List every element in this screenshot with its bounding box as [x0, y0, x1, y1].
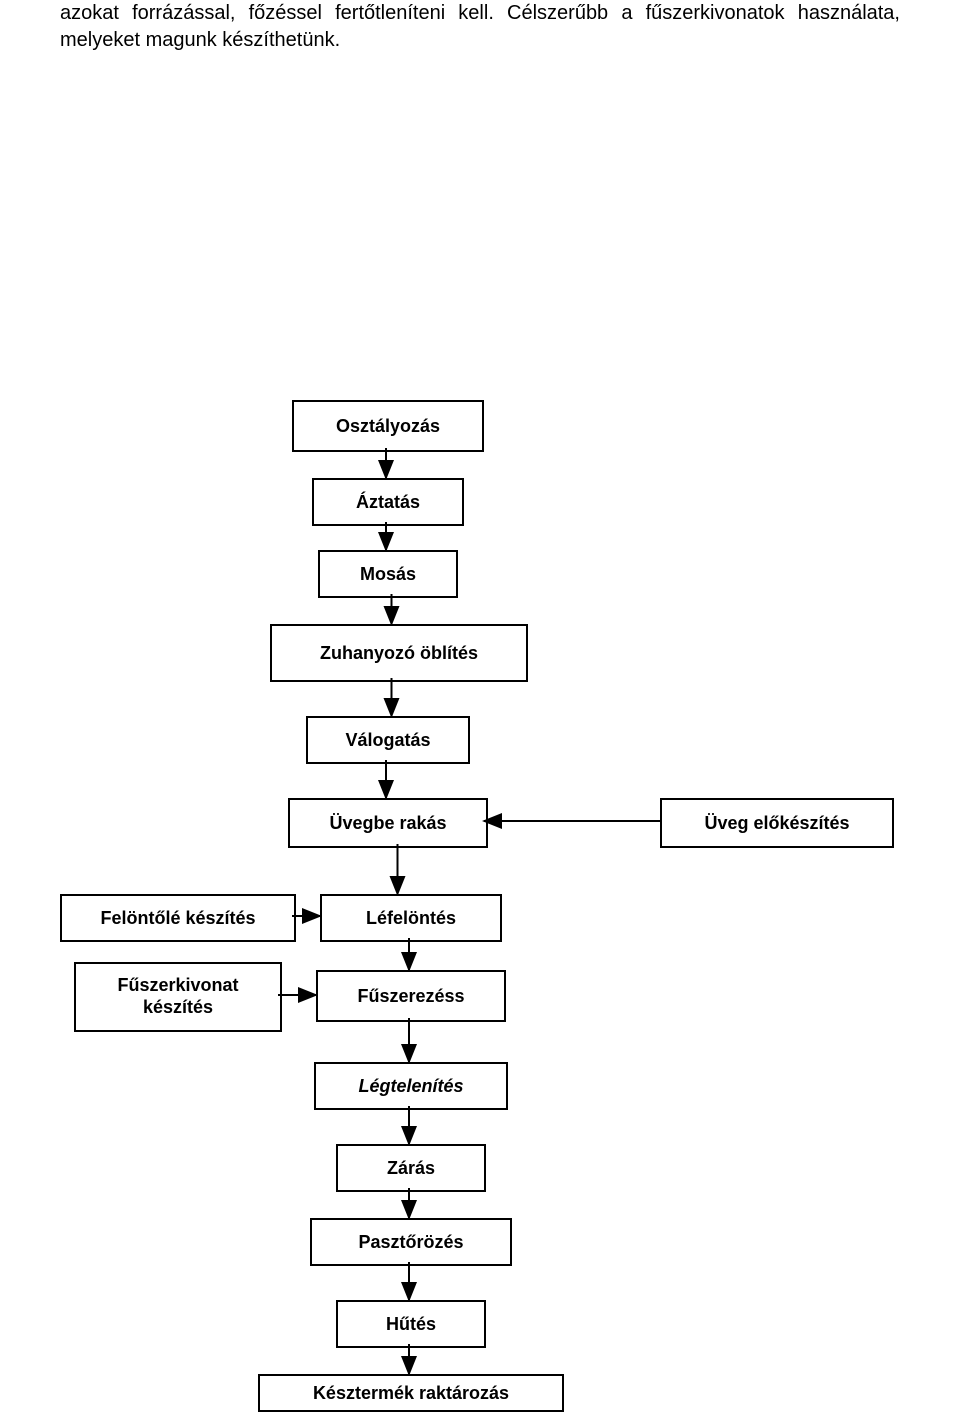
node-label: Léfelöntés: [366, 908, 456, 929]
node-kesztermek: Késztermék raktározás: [258, 1374, 564, 1412]
node-label: Zárás: [387, 1158, 435, 1179]
page: azokat forrázással, főzéssel fertőtlenít…: [0, 0, 960, 1410]
node-uvegbe: Üvegbe rakás: [288, 798, 488, 848]
node-zaras: Zárás: [336, 1144, 486, 1192]
node-osztalyozas: Osztályozás: [292, 400, 484, 452]
node-label: Pasztőrözés: [358, 1232, 463, 1253]
node-mosas: Mosás: [318, 550, 458, 598]
node-zuhany: Zuhanyozó öblítés: [270, 624, 528, 682]
node-label: Áztatás: [356, 492, 420, 513]
node-label: Üvegbe rakás: [329, 813, 446, 834]
node-label: Válogatás: [345, 730, 430, 751]
flowchart-connectors: [0, 0, 960, 1410]
node-hutes: Hűtés: [336, 1300, 486, 1348]
node-label: Felöntőlé készítés: [100, 908, 255, 929]
intro-text: azokat forrázással, főzéssel fertőtlenít…: [60, 0, 900, 54]
node-label: Késztermék raktározás: [313, 1383, 509, 1404]
node-uveg-elokeszites: Üveg előkészítés: [660, 798, 894, 848]
node-label: Fűszerezéss: [357, 986, 464, 1007]
node-valogatas: Válogatás: [306, 716, 470, 764]
node-pasztorozes: Pasztőrözés: [310, 1218, 512, 1266]
node-lefelontes: Léfelöntés: [320, 894, 502, 942]
node-legtelenites: Légtelenítés: [314, 1062, 508, 1110]
node-label: Üveg előkészítés: [704, 813, 849, 834]
node-label: Mosás: [360, 564, 416, 585]
node-label: Légtelenítés: [358, 1076, 463, 1097]
node-label: Hűtés: [386, 1314, 436, 1335]
node-label: Zuhanyozó öblítés: [320, 643, 478, 664]
node-label: Osztályozás: [336, 416, 440, 437]
node-fuszerkivonat: Fűszerkivonatkészítés: [74, 962, 282, 1032]
node-aztatas: Áztatás: [312, 478, 464, 526]
node-felontole: Felöntőlé készítés: [60, 894, 296, 942]
node-label: Fűszerkivonatkészítés: [117, 975, 238, 1018]
node-fuszerezes: Fűszerezéss: [316, 970, 506, 1022]
